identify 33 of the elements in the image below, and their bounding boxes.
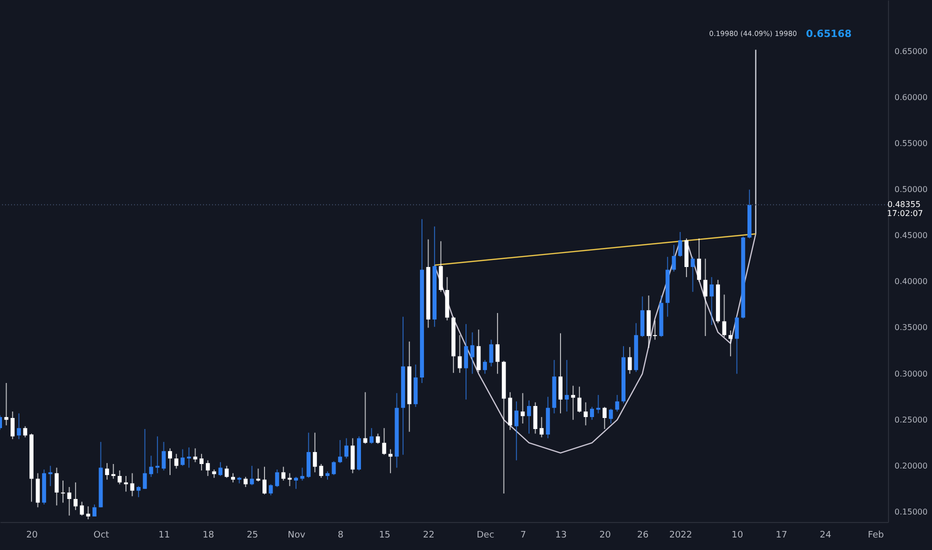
x-tick-label: Oct xyxy=(93,530,110,540)
x-tick-label: 11 xyxy=(158,530,170,540)
x-tick-label: 17 xyxy=(776,530,788,540)
x-tick-label: 15 xyxy=(378,530,390,540)
x-tick-label: 22 xyxy=(423,530,434,540)
annotation: 17:02:07 xyxy=(887,209,923,218)
ref-line-label: 0.48355 xyxy=(887,200,921,209)
x-tick-label: 20 xyxy=(26,530,38,540)
x-tick-label: 24 xyxy=(820,530,832,540)
x-tick-label: 13 xyxy=(555,530,567,540)
y-tick-label: 0.50000 xyxy=(894,185,928,194)
x-tick-label: 20 xyxy=(599,530,612,540)
annotation: 0.65168 xyxy=(806,29,852,40)
x-tick-label: Dec xyxy=(476,530,494,540)
x-tick-label: 7 xyxy=(520,530,526,540)
y-tick-label: 0.30000 xyxy=(894,369,928,378)
x-tick-label: Nov xyxy=(288,530,306,540)
y-tick-label: 0.15000 xyxy=(894,507,928,516)
x-tick-label: 2022 xyxy=(669,530,692,540)
x-tick-label: Feb xyxy=(868,530,884,540)
y-tick-label: 0.35000 xyxy=(894,323,928,332)
y-tick-label: 0.20000 xyxy=(894,461,928,470)
x-tick-label: 10 xyxy=(732,530,744,540)
y-tick-label: 0.60000 xyxy=(894,93,928,102)
y-tick-label: 0.40000 xyxy=(894,277,928,286)
y-tick-label: 0.65000 xyxy=(894,47,928,56)
x-tick-label: 18 xyxy=(202,530,214,540)
y-tick-label: 0.25000 xyxy=(894,415,928,424)
x-tick-label: 25 xyxy=(246,530,258,540)
x-tick-label: 26 xyxy=(637,530,649,540)
y-tick-label: 0.45000 xyxy=(894,231,928,240)
y-tick-label: 0.55000 xyxy=(894,139,928,148)
x-tick-label: 8 xyxy=(338,530,344,540)
